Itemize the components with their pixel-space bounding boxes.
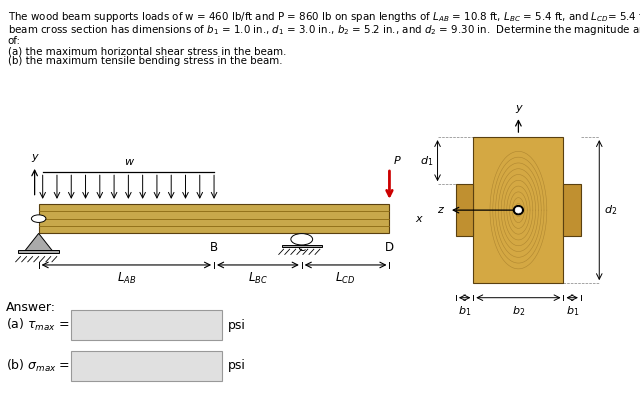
Bar	[38, 204, 390, 233]
Text: P: P	[394, 156, 400, 166]
Text: psi: psi	[228, 319, 246, 332]
Text: The wood beam supports loads of w = 460 lb/ft and P = 860 lb on span lengths of : The wood beam supports loads of w = 460 …	[8, 10, 640, 24]
Polygon shape	[24, 233, 52, 251]
Bar	[282, 245, 322, 247]
Circle shape	[31, 215, 46, 223]
Text: (b) $\sigma_{max}$ =: (b) $\sigma_{max}$ =	[6, 358, 70, 374]
Text: w: w	[124, 157, 133, 167]
Text: x: x	[415, 214, 422, 224]
Text: $L_{CD}$: $L_{CD}$	[335, 271, 356, 286]
Text: $L_{AB}$: $L_{AB}$	[116, 271, 136, 286]
Text: $b_1$: $b_1$	[458, 304, 471, 318]
Text: $d_2$: $d_2$	[604, 203, 617, 217]
Text: y: y	[515, 103, 522, 113]
Text: y: y	[31, 152, 38, 162]
Text: $b_1$: $b_1$	[566, 304, 579, 318]
Text: z: z	[437, 205, 444, 215]
Bar	[563, 184, 581, 236]
Text: $d_1$: $d_1$	[420, 154, 433, 168]
Circle shape	[515, 207, 522, 213]
Text: Answer:: Answer:	[6, 301, 56, 314]
Bar	[474, 137, 563, 283]
Text: (b) the maximum tensile bending stress in the beam.: (b) the maximum tensile bending stress i…	[8, 56, 282, 66]
Text: of:: of:	[8, 36, 20, 46]
Bar	[72, 351, 222, 381]
Text: B: B	[210, 241, 218, 254]
Text: beam cross section has dimensions of $b_1$ = 1.0 in., $d_1$ = 3.0 in., $b_2$ = 5: beam cross section has dimensions of $b_…	[8, 23, 640, 37]
Text: A: A	[35, 241, 43, 254]
Text: (a) the maximum horizontal shear stress in the beam.: (a) the maximum horizontal shear stress …	[8, 46, 286, 56]
Bar	[72, 310, 222, 340]
Text: D: D	[385, 241, 394, 254]
Text: $L_{BC}$: $L_{BC}$	[248, 271, 268, 286]
Bar	[456, 184, 474, 236]
Bar	[19, 250, 59, 253]
Circle shape	[513, 206, 524, 215]
Text: $b_2$: $b_2$	[512, 304, 525, 318]
Circle shape	[291, 234, 312, 245]
Text: psi: psi	[228, 359, 246, 372]
Text: C: C	[298, 241, 306, 254]
Text: (a) $\tau_{max}$ =: (a) $\tau_{max}$ =	[6, 317, 70, 333]
